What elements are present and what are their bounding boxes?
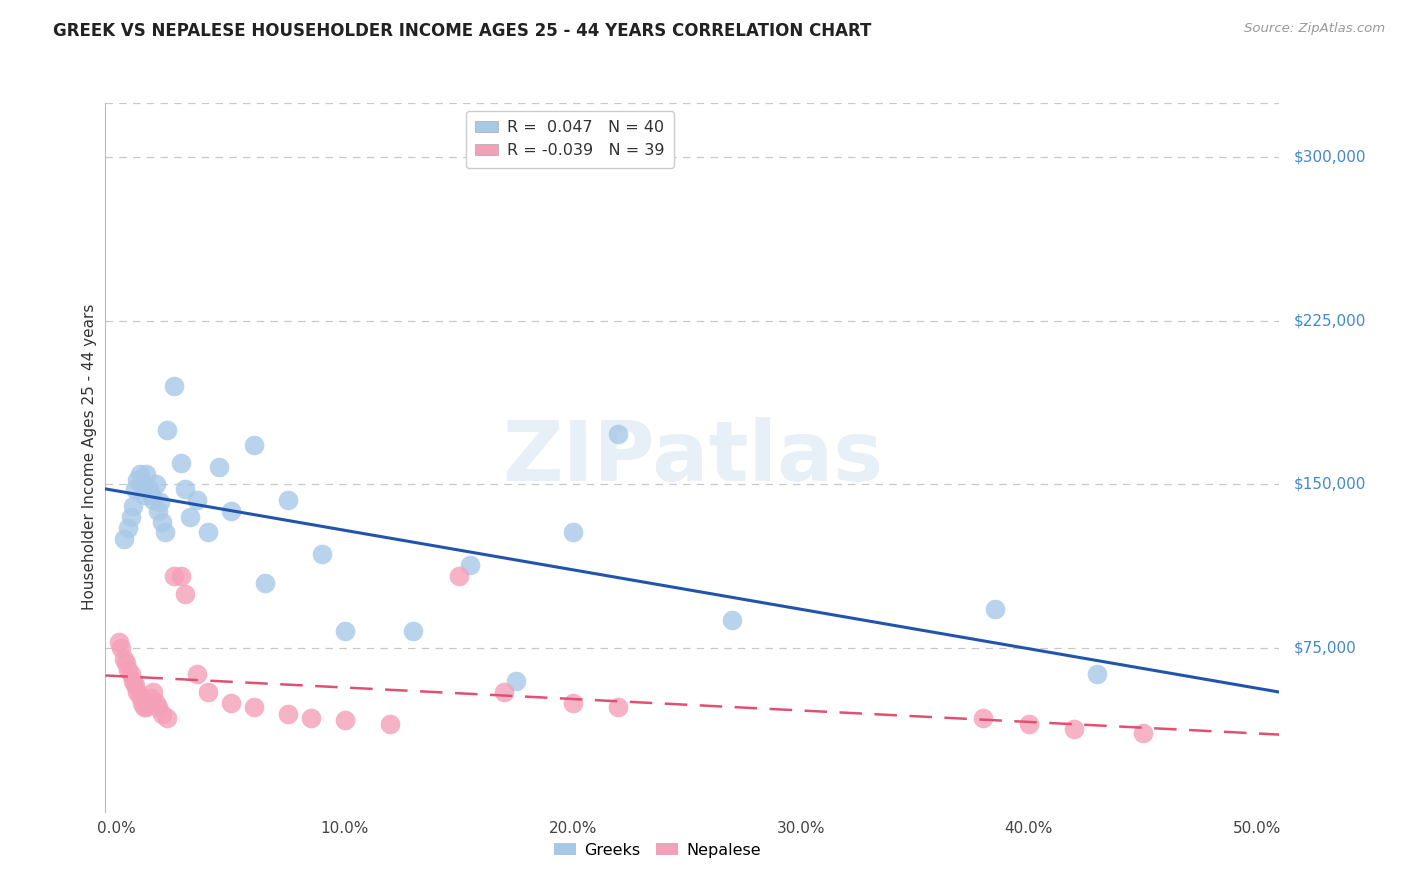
Point [120,667,142,681]
Point [972,711,994,725]
Point [299,711,322,725]
Point [186,492,208,507]
Point [112,652,135,666]
Point [163,569,186,583]
Point [128,689,150,703]
Point [174,482,197,496]
Point [127,684,149,698]
Point [131,696,153,710]
Point [333,624,356,638]
Point [138,482,160,496]
Point [253,575,276,590]
Text: $300,000: $300,000 [1294,150,1365,165]
Point [277,492,299,507]
Text: $150,000: $150,000 [1294,477,1365,491]
Point [242,700,264,714]
Point [186,667,208,681]
Point [142,492,165,507]
Point [494,684,516,698]
Point [138,696,160,710]
Point [110,641,132,656]
Point [174,586,197,600]
Point [1063,722,1085,736]
Point [179,510,201,524]
Point [121,500,143,514]
Point [163,379,186,393]
Point [124,678,146,692]
Point [139,691,162,706]
Point [983,602,1005,616]
Point [607,700,630,714]
Point [152,706,174,721]
Point [1085,667,1108,681]
Point [1132,726,1154,740]
Point [152,515,174,529]
Point [134,488,156,502]
Point [120,510,142,524]
Point [170,569,193,583]
Point [121,673,143,688]
Point [139,488,162,502]
Text: ZIPatlas: ZIPatlas [502,417,883,498]
Point [128,467,150,481]
Point [380,717,402,731]
Point [145,477,167,491]
Point [149,495,172,509]
Point [219,503,242,517]
Point [197,684,219,698]
Point [124,482,146,496]
Point [131,477,153,491]
Legend: Greeks, Nepalese: Greeks, Nepalese [547,836,768,864]
Point [115,657,138,671]
Point [197,525,219,540]
Point [108,634,131,648]
Point [156,423,179,437]
Point [242,438,264,452]
Point [134,700,156,714]
Point [505,673,527,688]
Point [311,547,333,561]
Point [156,711,179,725]
Point [402,624,425,638]
Point [721,613,744,627]
Point [146,503,169,517]
Point [1018,717,1040,731]
Point [219,696,242,710]
Point [153,525,176,540]
Point [135,467,157,481]
Point [170,456,193,470]
Point [112,532,135,546]
Text: GREEK VS NEPALESE HOUSEHOLDER INCOME AGES 25 - 44 YEARS CORRELATION CHART: GREEK VS NEPALESE HOUSEHOLDER INCOME AGE… [53,22,872,40]
Point [447,569,470,583]
Point [561,525,583,540]
Point [142,684,165,698]
Point [135,700,157,714]
Point [146,700,169,714]
Point [145,696,167,710]
Point [333,713,356,727]
Point [117,663,139,677]
Y-axis label: Householder Income Ages 25 - 44 years: Householder Income Ages 25 - 44 years [82,304,97,610]
Text: Source: ZipAtlas.com: Source: ZipAtlas.com [1244,22,1385,36]
Text: $225,000: $225,000 [1294,313,1365,328]
Point [277,706,299,721]
Point [561,696,583,710]
Point [208,460,231,475]
Point [607,427,630,442]
Point [127,473,149,487]
Point [117,521,139,535]
Text: $75,000: $75,000 [1294,640,1357,656]
Point [458,558,481,573]
